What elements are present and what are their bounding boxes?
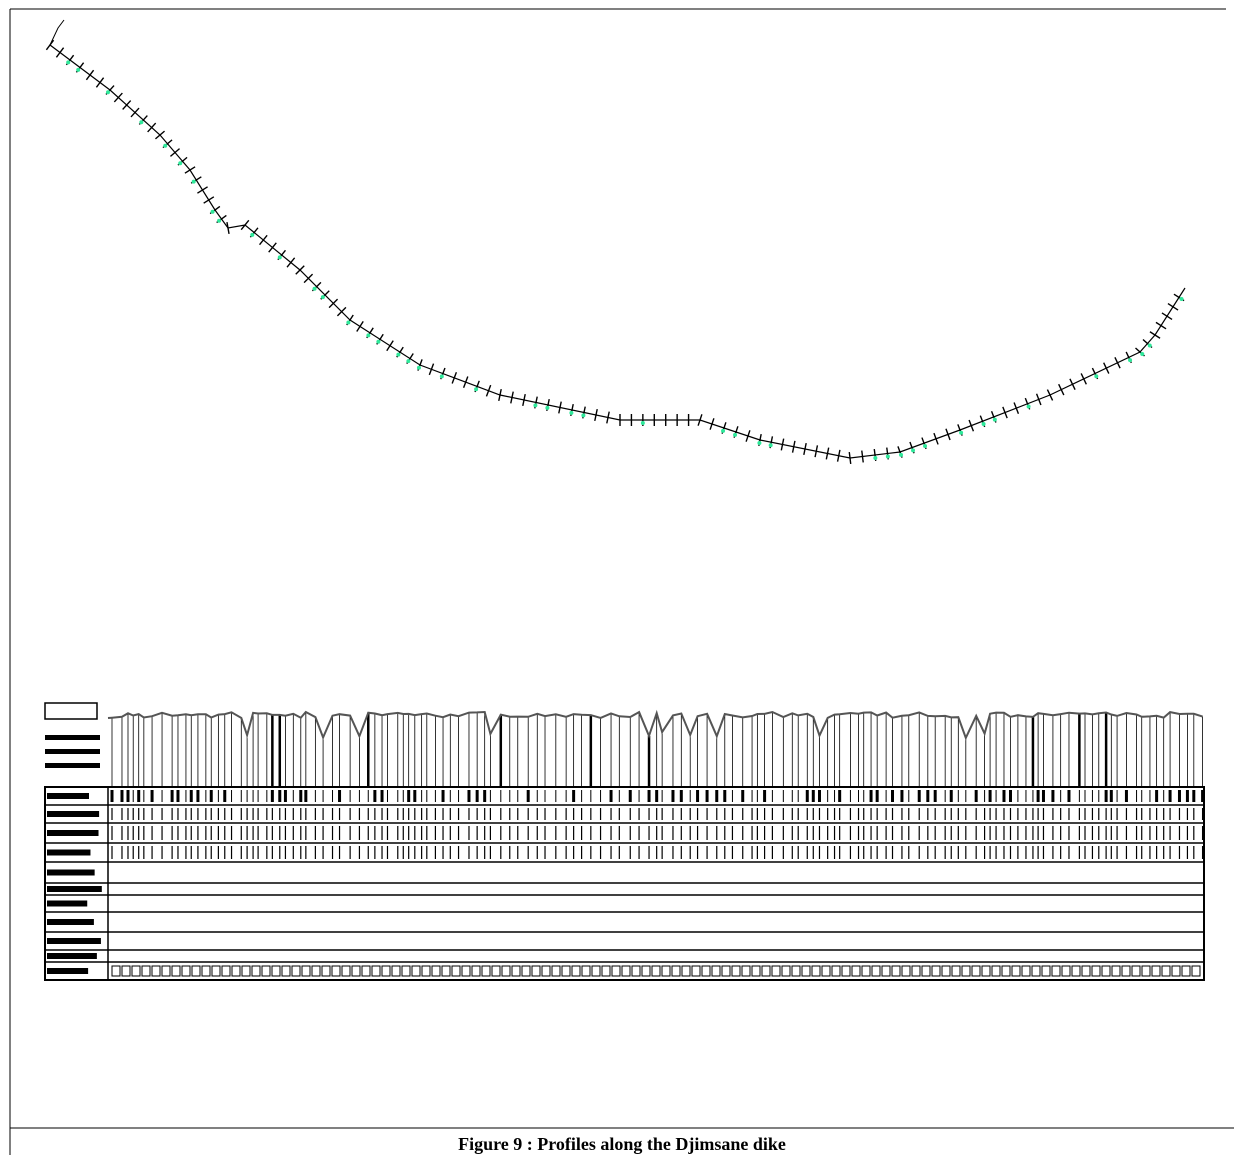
survey-point xyxy=(959,431,963,435)
survey-point xyxy=(1128,358,1132,362)
survey-point xyxy=(886,454,890,458)
survey-point xyxy=(192,180,196,184)
row-label-block xyxy=(47,938,101,944)
survey-point xyxy=(178,161,182,165)
survey-point xyxy=(366,333,370,337)
row-label-block xyxy=(47,793,89,799)
survey-point xyxy=(757,441,761,445)
survey-point xyxy=(982,422,986,426)
survey-point xyxy=(641,421,645,425)
survey-point xyxy=(911,448,915,452)
legend-text-block xyxy=(45,749,100,754)
survey-point xyxy=(769,443,773,447)
legend-text-block xyxy=(45,763,100,768)
survey-point xyxy=(66,60,70,64)
survey-point xyxy=(211,210,215,214)
page: Figure 9 : Profiles along the Djimsane d… xyxy=(0,0,1234,1155)
survey-point xyxy=(721,429,725,433)
row-label-block xyxy=(47,919,94,925)
survey-point xyxy=(217,219,221,223)
survey-point xyxy=(899,453,903,457)
survey-point xyxy=(417,366,421,370)
survey-point xyxy=(278,255,282,259)
survey-point xyxy=(1027,405,1031,409)
survey-point xyxy=(250,233,254,237)
legend-text-block xyxy=(45,735,100,740)
survey-point xyxy=(1180,297,1184,301)
row-label-block xyxy=(47,850,90,856)
survey-point xyxy=(923,444,927,448)
survey-point xyxy=(376,340,380,344)
survey-point xyxy=(993,418,997,422)
survey-point xyxy=(1094,374,1098,378)
survey-point xyxy=(321,295,325,299)
row-label-block xyxy=(47,870,95,876)
survey-point xyxy=(440,374,444,378)
survey-point xyxy=(545,406,549,410)
survey-point xyxy=(733,433,737,437)
survey-point xyxy=(106,90,110,94)
survey-point xyxy=(406,359,410,363)
figure-caption: Figure 9 : Profiles along the Djimsane d… xyxy=(458,1134,786,1154)
row-label-block xyxy=(47,811,99,817)
row-label-block xyxy=(47,953,97,959)
row-label-block xyxy=(47,886,102,892)
survey-point xyxy=(346,321,350,325)
survey-point xyxy=(581,413,585,417)
figure: Figure 9 : Profiles along the Djimsane d… xyxy=(0,0,1234,1155)
survey-point xyxy=(396,353,400,357)
survey-point xyxy=(313,287,317,291)
survey-point xyxy=(1140,352,1144,356)
row-label-block xyxy=(47,830,99,836)
survey-point xyxy=(163,144,167,148)
row-label-block xyxy=(47,968,88,974)
survey-point xyxy=(474,387,478,391)
survey-point xyxy=(76,68,80,72)
row-label-block xyxy=(47,901,87,907)
survey-point xyxy=(139,120,143,124)
survey-point xyxy=(873,456,877,460)
survey-point xyxy=(1148,343,1152,347)
survey-point xyxy=(533,403,537,407)
survey-point xyxy=(569,411,573,415)
